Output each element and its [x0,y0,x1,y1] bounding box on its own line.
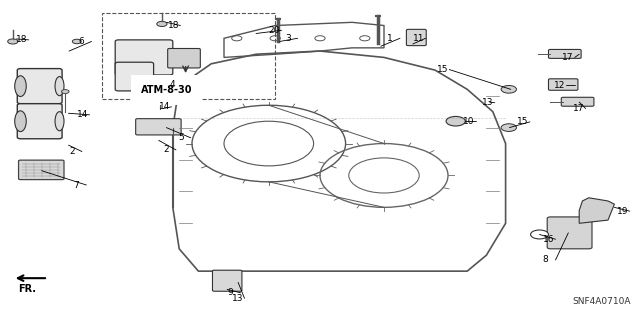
Polygon shape [579,198,614,223]
Circle shape [531,230,548,239]
Circle shape [501,124,516,131]
Text: 13: 13 [482,98,493,107]
FancyBboxPatch shape [17,104,62,139]
Text: 8: 8 [543,256,548,264]
Text: 14: 14 [159,102,170,111]
Text: 12: 12 [554,81,565,90]
Text: 1: 1 [387,34,393,43]
Text: 15: 15 [436,65,448,74]
Text: 16: 16 [543,235,554,244]
FancyBboxPatch shape [115,62,154,91]
Text: 2: 2 [69,147,75,156]
Text: 3: 3 [285,34,291,43]
Text: 9: 9 [228,288,234,297]
Text: 13: 13 [232,294,243,303]
Circle shape [8,39,18,44]
Text: 18: 18 [16,35,28,44]
FancyBboxPatch shape [548,79,578,90]
Text: FR.: FR. [18,284,36,294]
FancyBboxPatch shape [168,48,200,68]
FancyBboxPatch shape [561,97,594,106]
Ellipse shape [55,77,64,96]
Text: 7: 7 [74,181,79,189]
FancyBboxPatch shape [17,69,62,104]
Text: 4: 4 [170,80,175,89]
Circle shape [156,86,164,90]
Text: 15: 15 [517,117,529,126]
Text: 14: 14 [77,110,88,119]
Text: 10: 10 [463,117,474,126]
Ellipse shape [15,111,26,132]
FancyBboxPatch shape [406,29,426,46]
Text: ATM-8-30: ATM-8-30 [141,85,192,95]
Circle shape [157,21,167,26]
FancyBboxPatch shape [115,40,173,75]
Text: 17: 17 [562,53,573,62]
Text: 18: 18 [168,21,179,30]
Text: 2: 2 [163,145,169,154]
FancyBboxPatch shape [548,49,581,58]
Text: 20: 20 [269,26,280,35]
FancyBboxPatch shape [547,217,592,249]
Circle shape [61,90,69,93]
FancyBboxPatch shape [19,160,64,180]
Ellipse shape [55,112,64,131]
Text: 5: 5 [178,133,184,142]
Ellipse shape [15,76,26,96]
Circle shape [446,116,465,126]
Text: SNF4A0710A: SNF4A0710A [572,297,630,306]
Text: 6: 6 [79,37,84,46]
FancyBboxPatch shape [212,270,242,291]
Text: 19: 19 [617,207,628,216]
Circle shape [72,39,81,44]
Text: 17: 17 [573,104,584,113]
Circle shape [501,85,516,93]
FancyBboxPatch shape [136,119,181,135]
Text: 11: 11 [413,34,424,43]
